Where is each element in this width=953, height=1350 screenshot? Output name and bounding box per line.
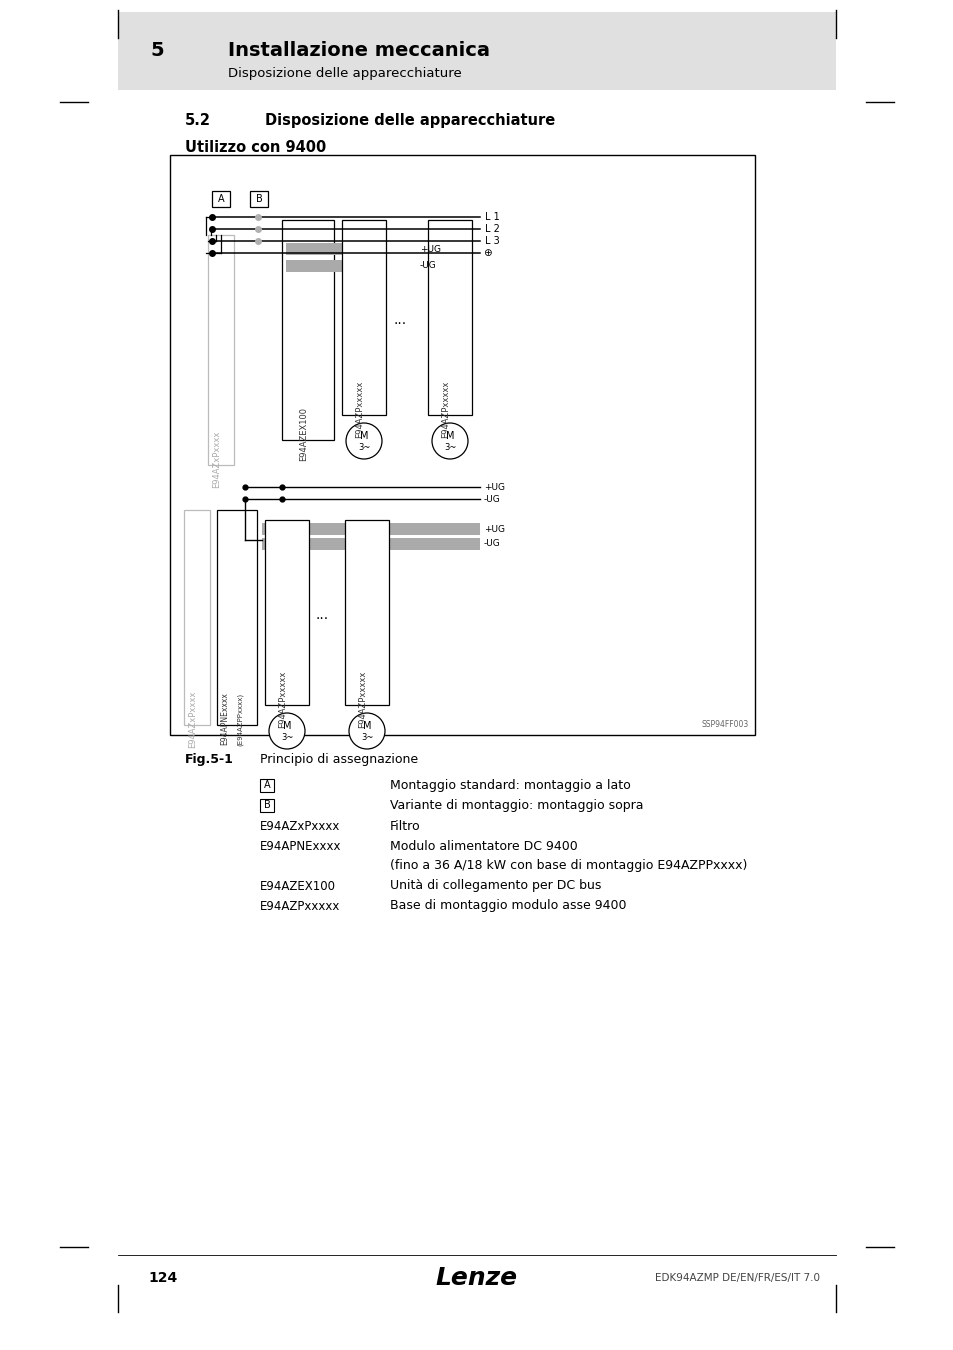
- Text: ⊕: ⊕: [482, 248, 491, 258]
- Text: A: A: [263, 780, 270, 791]
- Bar: [118, 12, 835, 90]
- Text: Utilizzo con 9400: Utilizzo con 9400: [185, 140, 326, 155]
- Text: 3~: 3~: [443, 443, 456, 451]
- Text: SSP94FF003: SSP94FF003: [701, 720, 748, 729]
- Text: 3~: 3~: [360, 733, 373, 741]
- Text: Montaggio standard: montaggio a lato: Montaggio standard: montaggio a lato: [390, 779, 630, 792]
- Bar: [286, 261, 370, 271]
- Text: Principio di assegnazione: Principio di assegnazione: [260, 753, 417, 765]
- Text: Variante di montaggio: montaggio sopra: Variante di montaggio: montaggio sopra: [390, 799, 643, 813]
- Text: E94AZPxxxxx: E94AZPxxxxx: [277, 671, 287, 728]
- Bar: [260, 799, 274, 811]
- Text: E94AZxPxxxx: E94AZxPxxxx: [188, 690, 196, 748]
- Text: Modulo alimentatore DC 9400: Modulo alimentatore DC 9400: [390, 840, 578, 852]
- Text: E94AZEX100: E94AZEX100: [298, 406, 308, 460]
- Bar: [262, 522, 479, 535]
- Text: Disposizione delle apparecchiature: Disposizione delle apparecchiature: [228, 68, 461, 81]
- Text: M: M: [359, 431, 368, 441]
- Circle shape: [432, 423, 468, 459]
- Text: (E94AZPPxxxx): (E94AZPPxxxx): [236, 693, 243, 745]
- Text: E94AZPxxxxx: E94AZPxxxxx: [440, 381, 450, 437]
- Text: M: M: [282, 721, 291, 730]
- Text: Disposizione delle apparecchiature: Disposizione delle apparecchiature: [265, 113, 555, 128]
- Bar: [250, 190, 268, 207]
- Bar: [428, 220, 472, 414]
- Text: Base di montaggio modulo asse 9400: Base di montaggio modulo asse 9400: [390, 899, 626, 913]
- Text: E94AZPxxxxx: E94AZPxxxxx: [357, 671, 367, 728]
- Text: E94APNExxxx: E94APNExxxx: [260, 840, 341, 852]
- Text: +UG: +UG: [483, 525, 504, 533]
- Text: M: M: [362, 721, 371, 730]
- Circle shape: [349, 713, 385, 749]
- Bar: [286, 243, 370, 255]
- Text: +UG: +UG: [419, 244, 440, 254]
- Text: -UG: -UG: [483, 494, 500, 504]
- Bar: [262, 539, 479, 549]
- Text: 3~: 3~: [357, 443, 370, 451]
- Text: Installazione meccanica: Installazione meccanica: [228, 40, 490, 59]
- Text: Filtro: Filtro: [390, 819, 420, 833]
- Bar: [212, 190, 230, 207]
- Text: ...: ...: [315, 608, 328, 622]
- Text: -UG: -UG: [419, 262, 436, 270]
- Bar: [208, 235, 233, 464]
- Bar: [260, 779, 274, 792]
- Text: EDK94AZMP DE/EN/FR/ES/IT 7.0: EDK94AZMP DE/EN/FR/ES/IT 7.0: [655, 1273, 820, 1282]
- Text: M: M: [445, 431, 454, 441]
- Text: L 2: L 2: [484, 224, 499, 234]
- Text: -UG: -UG: [483, 540, 500, 548]
- Text: E94AZPxxxxx: E94AZPxxxxx: [355, 381, 364, 437]
- Text: 3~: 3~: [280, 733, 293, 741]
- Bar: [216, 510, 256, 725]
- Text: 124: 124: [148, 1270, 177, 1285]
- Text: E94AZPxxxxx: E94AZPxxxxx: [260, 899, 340, 913]
- Text: Unità di collegamento per DC bus: Unità di collegamento per DC bus: [390, 879, 600, 892]
- Text: ...: ...: [393, 313, 406, 327]
- Bar: [265, 520, 309, 705]
- Text: E94AZxPxxxx: E94AZxPxxxx: [260, 819, 340, 833]
- Text: 5: 5: [150, 40, 164, 59]
- Circle shape: [346, 423, 381, 459]
- Text: L 1: L 1: [484, 212, 499, 221]
- Text: Lenze: Lenze: [436, 1266, 517, 1291]
- Text: L 3: L 3: [484, 236, 499, 246]
- Text: E94AZxPxxxx: E94AZxPxxxx: [212, 431, 221, 487]
- Text: A: A: [217, 194, 224, 204]
- Bar: [170, 155, 754, 734]
- Text: B: B: [255, 194, 262, 204]
- Circle shape: [269, 713, 305, 749]
- Text: E94APNExxxx: E94APNExxxx: [220, 693, 229, 745]
- Bar: [341, 220, 386, 414]
- Text: 5.2: 5.2: [185, 113, 211, 128]
- Bar: [184, 510, 210, 725]
- Text: E94AZEX100: E94AZEX100: [260, 879, 335, 892]
- Text: Fig.5-1: Fig.5-1: [185, 753, 233, 765]
- Text: +UG: +UG: [483, 482, 504, 491]
- Text: (fino a 36 A/18 kW con base di montaggio E94AZPPxxxx): (fino a 36 A/18 kW con base di montaggio…: [390, 860, 746, 872]
- Text: B: B: [263, 801, 270, 810]
- Bar: [345, 520, 389, 705]
- Bar: [282, 220, 334, 440]
